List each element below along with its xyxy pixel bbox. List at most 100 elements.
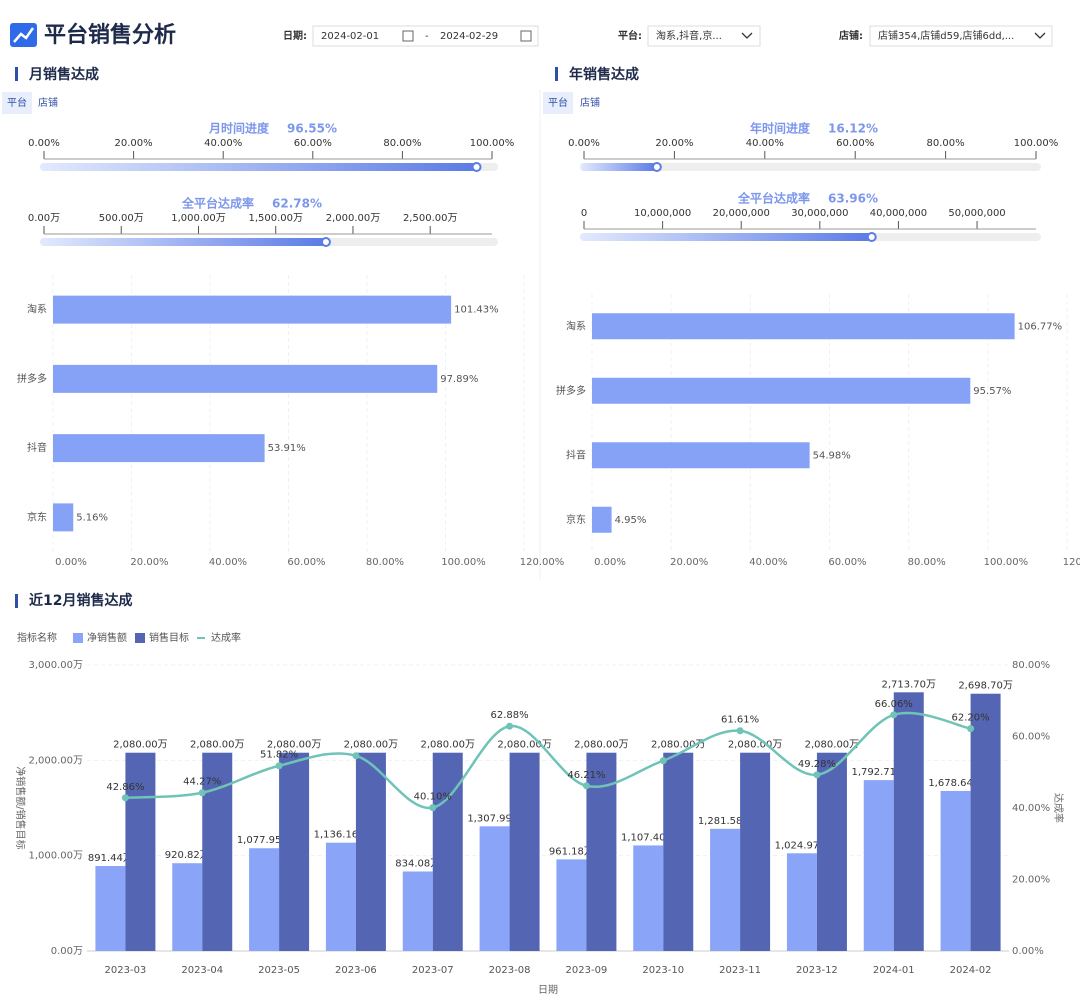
section-marker <box>555 67 558 81</box>
progress-title: 全平台达成率 <box>181 196 254 211</box>
date-separator: - <box>425 31 429 42</box>
x-tick-label: 40.00% <box>209 557 247 568</box>
tick-label: 100.00% <box>470 138 515 149</box>
bar <box>355 752 386 951</box>
calendar-icon[interactable] <box>402 30 414 42</box>
section-title: 月销售达成 <box>28 66 99 83</box>
category-label: 淘系 <box>27 303 47 316</box>
bar <box>710 828 741 951</box>
legend-label: 达成率 <box>211 631 241 644</box>
progress-title: 全平台达成率 <box>737 191 810 206</box>
select-value[interactable]: 淘系,抖音,京... <box>656 29 722 42</box>
filter-label: 店铺: <box>839 29 863 42</box>
tab[interactable]: 平台 <box>548 96 568 109</box>
track <box>580 163 1041 171</box>
bar <box>893 692 924 951</box>
value-label: 2,080.00万 <box>497 740 552 751</box>
bar <box>633 845 664 951</box>
bar <box>509 752 540 951</box>
tick-label: 100.00% <box>1014 138 1059 149</box>
value-label: 1,678.64万 <box>928 778 983 789</box>
tick-label: 1,000.00万 <box>171 213 226 224</box>
section-title: 近12月销售达成 <box>29 592 132 609</box>
store-select[interactable]: 店铺354,店铺d59,店铺6dd,... <box>869 25 1053 47</box>
value-label: 2,698.70万 <box>958 681 1013 692</box>
value-label: 2,080.00万 <box>651 740 706 751</box>
value-label: 1,024.97万 <box>775 840 830 851</box>
category-label: 京东 <box>27 510 47 523</box>
x-tick-label: 0.00% <box>55 557 87 568</box>
point <box>429 804 437 812</box>
point <box>813 771 821 779</box>
value-label: 46.21% <box>567 770 605 781</box>
x-tick-label: 20.00% <box>670 557 708 568</box>
category-label: 抖音 <box>566 448 586 461</box>
progress-knob <box>866 232 877 242</box>
x-tick-label: 2023-12 <box>796 965 838 976</box>
tick-label: 0.00万 <box>28 213 60 224</box>
progress-value: 16.12% <box>828 122 878 136</box>
date-start[interactable]: 2024-02-01 <box>321 31 379 42</box>
progress-title: 年时间进度 <box>750 121 811 136</box>
x-tick-label: 120.00% <box>1063 557 1080 568</box>
tab-active[interactable] <box>2 92 32 114</box>
value-label: 2,080.00万 <box>420 740 475 751</box>
x-tick-label: 100.00% <box>984 557 1029 568</box>
value-label: 891.44万 <box>88 853 133 864</box>
progress-knob <box>320 237 331 247</box>
platform-select[interactable]: 淘系,抖音,京... <box>647 25 761 47</box>
progress-fill <box>580 233 872 241</box>
value-label: 2,080.00万 <box>267 740 322 751</box>
bar <box>479 826 510 951</box>
tick-label: 1,500.00万 <box>248 213 303 224</box>
tick-label: 2,000.00万 <box>326 213 381 224</box>
progress-knob <box>471 162 482 172</box>
section-marker <box>15 594 18 608</box>
value-label: 49.28% <box>798 759 836 770</box>
y-tick-label: 0.00万 <box>51 946 83 957</box>
category-label: 京东 <box>566 513 586 526</box>
x-tick-label: 40.00% <box>749 557 787 568</box>
x-axis-title: 日期 <box>538 984 558 996</box>
progress-fill <box>40 163 477 171</box>
date-range[interactable]: 2024-02-01 - 2024-02-29 <box>312 25 539 47</box>
x-tick-label: 2023-06 <box>335 965 377 976</box>
tab[interactable]: 平台 <box>7 96 27 109</box>
tick-label: 0 <box>581 208 587 219</box>
select-value[interactable]: 店铺354,店铺d59,店铺6dd,... <box>878 29 1014 42</box>
value-label: 51.82% <box>260 750 298 761</box>
y2-tick-label: 40.00% <box>1012 803 1050 814</box>
tab[interactable]: 店铺 <box>580 96 600 109</box>
calendar-icon[interactable] <box>520 30 532 42</box>
point <box>582 782 590 790</box>
x-tick-label: 2023-09 <box>566 965 608 976</box>
legend-swatch <box>135 633 145 643</box>
legend-label: 净销售额 <box>87 631 127 644</box>
date-end[interactable]: 2024-02-29 <box>440 31 498 42</box>
category-label: 拼多多 <box>17 372 47 385</box>
y2-tick-label: 0.00% <box>1012 946 1044 957</box>
value-label: 1,136.16万 <box>314 830 369 841</box>
tick-label: 10,000,000 <box>634 208 691 219</box>
tick-label: 2,500.00万 <box>403 213 458 224</box>
tick-label: 60.00% <box>294 138 332 149</box>
x-tick-label: 2023-10 <box>642 965 684 976</box>
value-label: 2,080.00万 <box>574 740 629 751</box>
point <box>659 757 667 765</box>
x-tick-label: 2023-11 <box>719 965 761 976</box>
tab-active[interactable] <box>543 92 573 114</box>
value-label: 1,281.58万 <box>698 816 753 827</box>
value-label: 920.82万 <box>165 850 210 861</box>
legend-label: 销售目标 <box>149 631 189 644</box>
bar <box>53 434 265 463</box>
value-label: 97.89% <box>440 374 478 385</box>
x-tick-label: 2023-05 <box>258 965 300 976</box>
tick-label: 0.00% <box>28 138 60 149</box>
tick-label: 50,000,000 <box>948 208 1005 219</box>
point <box>121 794 129 802</box>
value-label: 44.27% <box>183 777 221 788</box>
x-tick-label: 2023-07 <box>412 965 454 976</box>
value-label: 2,080.00万 <box>728 740 783 751</box>
tab[interactable]: 店铺 <box>38 96 58 109</box>
tick-label: 60.00% <box>836 138 874 149</box>
